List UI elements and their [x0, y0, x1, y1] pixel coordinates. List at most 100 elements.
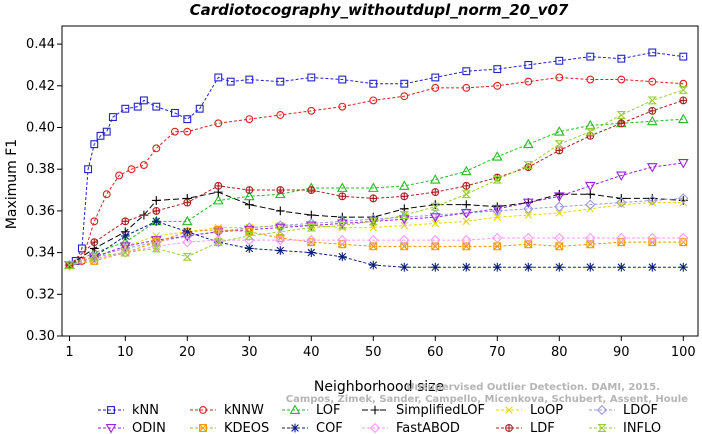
x-axis: 1 10 20 30 40 50 60 70 80 90 100	[65, 336, 696, 360]
data-point-lof	[212, 194, 224, 205]
y-tick-label: 0.36	[26, 204, 55, 219]
x-tick-label: 10	[117, 345, 134, 360]
data-point-knn	[586, 52, 595, 61]
data-point-knnw	[524, 77, 533, 86]
series-inflo	[64, 86, 689, 270]
legend-item-ldf: LDF	[496, 421, 555, 434]
series-ldof	[64, 193, 689, 271]
data-point-odin	[460, 209, 472, 219]
data-point-knn	[84, 165, 93, 174]
data-point-inflo	[244, 231, 255, 240]
legend: kNN kNNW LOF SimplifiedLOF LoOP LDOF ODIN KDEOS…	[98, 403, 661, 434]
data-point-cof	[616, 262, 626, 272]
data-point-fastabod	[585, 232, 596, 244]
data-point-simplifiedlof	[554, 189, 564, 199]
data-point-ldf	[152, 207, 161, 215]
data-point-knn	[226, 77, 235, 86]
legend-item-knnw: kNNW	[190, 403, 264, 418]
x-tick-label: 90	[613, 345, 630, 360]
data-point-fastabod	[492, 232, 503, 244]
data-point-inflo	[616, 111, 627, 119]
legend-swatch-marker	[107, 406, 115, 414]
data-point-knn	[400, 79, 409, 88]
data-point-cof	[492, 262, 502, 272]
data-point-inflo	[678, 86, 689, 94]
data-point-simplifiedlof	[430, 200, 440, 210]
credit-line-2: Unsupervised Outlier Detection. DAMI, 20…	[406, 382, 660, 393]
data-point-inflo	[647, 96, 658, 105]
data-point-kdeos	[493, 242, 502, 251]
data-point-cof	[244, 244, 254, 253]
data-point-ldf	[648, 106, 657, 115]
data-point-knnw	[307, 106, 316, 115]
data-point-cof	[461, 262, 471, 272]
data-point-inflo	[399, 211, 410, 220]
legend-item-odin: ODIN	[98, 421, 166, 434]
legend-label: LDOF	[623, 403, 658, 418]
data-point-ldf	[276, 186, 285, 194]
y-tick-label: 0.34	[26, 246, 55, 261]
plot-frame	[61, 25, 699, 337]
legend-swatch-marker	[290, 423, 300, 433]
data-point-knn	[648, 48, 657, 57]
series-line-loop	[69, 202, 684, 266]
data-point-inflo	[182, 252, 193, 261]
data-point-knn	[369, 79, 378, 88]
legend-item-inflo: INFLO	[589, 421, 661, 434]
data-point-loop	[555, 209, 564, 217]
x-axis-label: Neighborhood size	[314, 379, 444, 395]
data-point-inflo	[523, 161, 534, 169]
x-tick-label: 30	[241, 345, 258, 360]
data-point-ldf	[121, 217, 130, 226]
series-knnw	[65, 73, 688, 270]
data-point-cof	[337, 252, 347, 262]
data-point-loop	[369, 223, 378, 232]
data-point-ldf	[617, 119, 626, 128]
data-point-fastabod	[306, 234, 317, 246]
data-point-knn	[139, 96, 148, 105]
legend-label: ODIN	[132, 421, 166, 434]
data-point-inflo	[461, 190, 472, 199]
data-point-cof	[368, 260, 378, 270]
legend-item-cof: COF	[282, 421, 343, 434]
data-point-knnw	[617, 75, 626, 84]
data-point-fastabod	[523, 232, 534, 244]
data-point-knnw	[431, 83, 440, 92]
data-point-ldof	[585, 199, 596, 210]
data-point-knn	[121, 104, 130, 113]
data-point-knn	[493, 65, 502, 74]
data-point-inflo	[120, 248, 131, 257]
legend-item-ldof: LDOF	[589, 403, 658, 418]
data-point-fastabod	[399, 234, 410, 246]
data-point-ldf	[90, 238, 99, 247]
data-point-knnw	[338, 102, 347, 111]
legend-label: kNN	[132, 403, 159, 418]
legend-swatch-marker	[369, 422, 381, 434]
data-point-lof	[429, 174, 441, 184]
data-point-knnw	[493, 81, 502, 90]
data-point-lof	[398, 180, 410, 190]
data-point-simplifiedlof	[151, 196, 161, 205]
data-point-ldf	[679, 96, 688, 105]
data-point-fastabod	[275, 234, 286, 246]
x-tick-label: 50	[365, 345, 382, 360]
data-point-inflo	[151, 244, 162, 253]
legend-swatch-marker	[596, 404, 608, 416]
data-point-loop	[524, 211, 533, 219]
data-point-fastabod	[461, 234, 472, 246]
data-point-fastabod	[554, 232, 565, 244]
data-point-knnw	[90, 217, 99, 226]
data-point-knn	[133, 102, 142, 111]
series-cof	[65, 216, 688, 272]
data-point-odin	[522, 198, 534, 209]
data-point-knn	[555, 56, 564, 65]
data-point-ldf	[338, 192, 347, 201]
data-point-inflo	[554, 140, 565, 149]
data-point-cof	[151, 216, 161, 226]
data-point-kdeos	[555, 242, 564, 251]
data-point-knnw	[152, 144, 161, 153]
data-point-knn	[170, 108, 179, 117]
data-point-lof	[367, 182, 379, 192]
data-point-fastabod	[616, 232, 627, 244]
legend-label: LoOP	[530, 403, 563, 418]
